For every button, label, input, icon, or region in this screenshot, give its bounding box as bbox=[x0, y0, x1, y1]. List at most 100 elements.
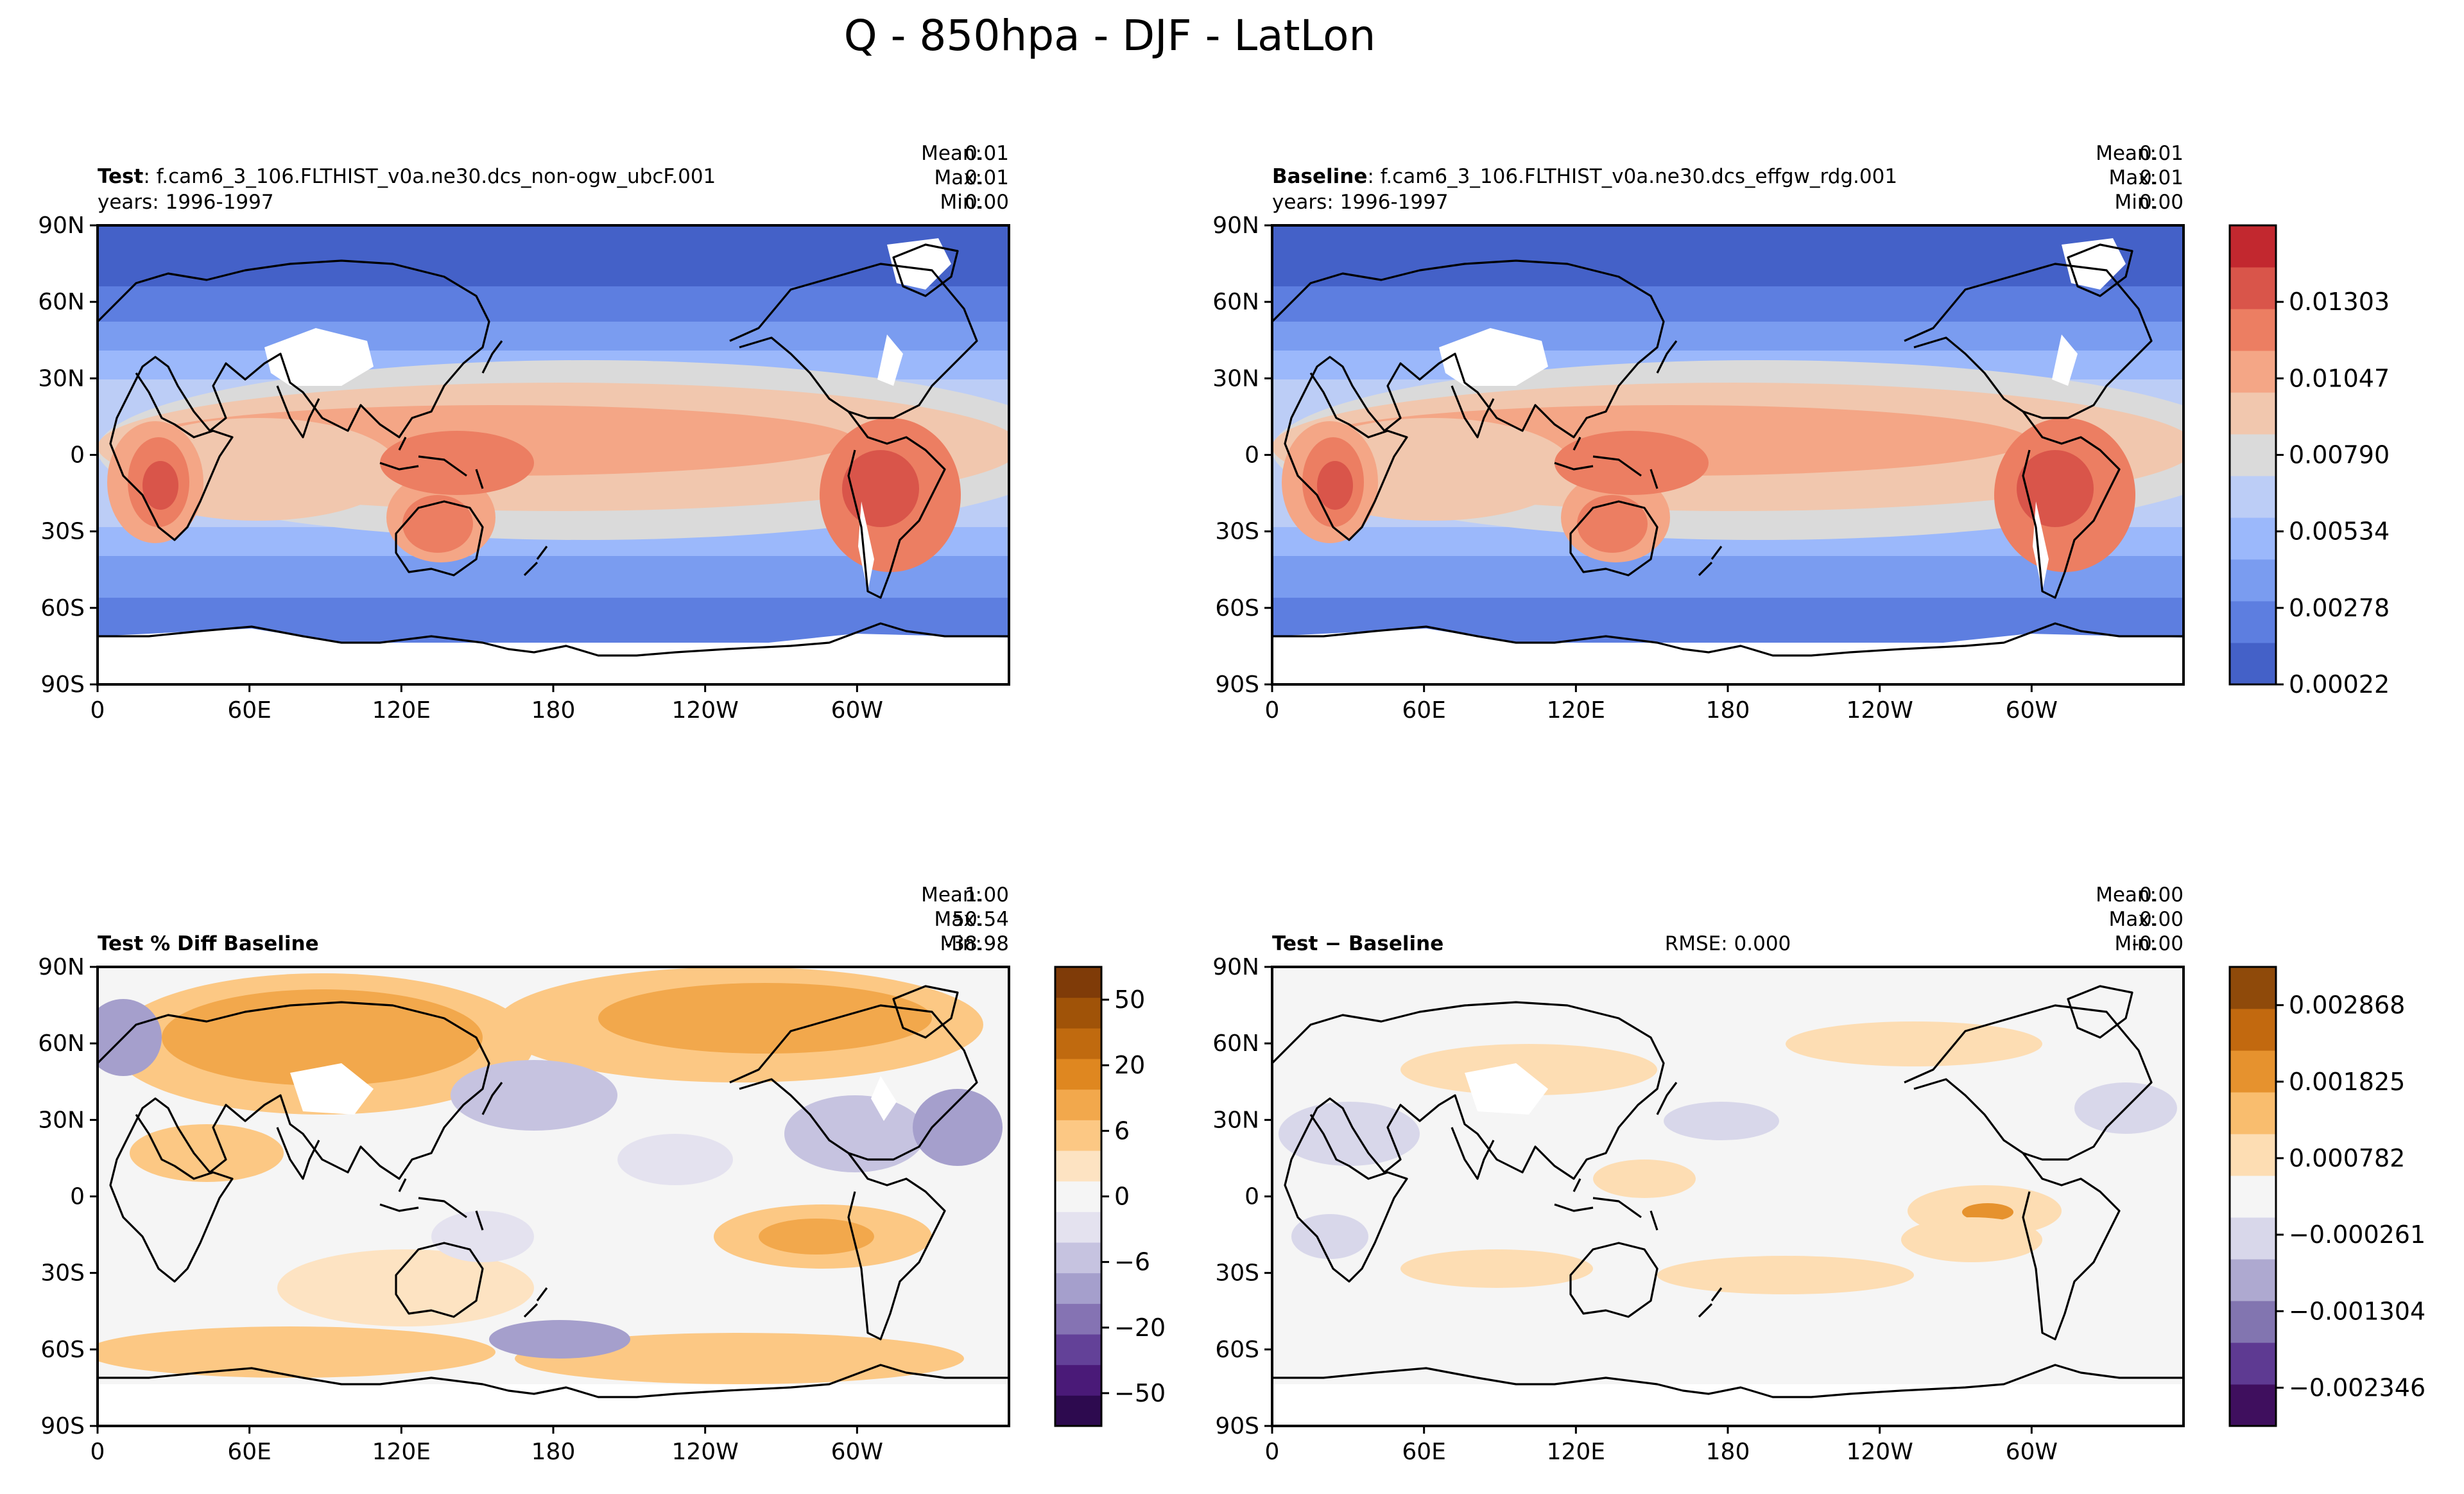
colorbar-tick-label: 0.01303 bbox=[2289, 288, 2390, 316]
lat-tick-label: 30S bbox=[40, 519, 85, 545]
panel-test: Test: f.cam6_3_106.FLTHIST_v0a.ne30.dcs_… bbox=[96, 142, 1010, 686]
lon-tick-label: 120W bbox=[672, 697, 739, 724]
colorbar-segment bbox=[1055, 1059, 1101, 1090]
colorbar-tick-label: −0.000261 bbox=[2289, 1220, 2425, 1249]
heatmap-test bbox=[98, 225, 1009, 684]
lat-tick-label: 0 bbox=[70, 1184, 85, 1210]
colorbar-segment bbox=[2230, 643, 2276, 685]
colorbar-segment bbox=[2230, 267, 2276, 309]
stat-value: 0.00 bbox=[2139, 191, 2184, 214]
stat-value: 0.00 bbox=[965, 191, 1009, 214]
colorbar-segment bbox=[2230, 1134, 2276, 1176]
colorbar-segment bbox=[2230, 1050, 2276, 1093]
colorbar-segment bbox=[1055, 1089, 1101, 1120]
colorbar-segment bbox=[1055, 967, 1101, 998]
lat-tick-label: 30N bbox=[38, 365, 85, 392]
colorbar-tick-label: 0.000782 bbox=[2289, 1144, 2405, 1172]
lon-tick-label: 180 bbox=[531, 697, 576, 724]
lat-tick-label: 90S bbox=[1215, 1413, 1259, 1439]
colorbar-segment bbox=[2230, 1217, 2276, 1260]
colorbar-tick-label: 0.00278 bbox=[2289, 594, 2390, 622]
stat-label: Max: bbox=[934, 166, 982, 189]
lon-tick-label: 180 bbox=[531, 1439, 576, 1465]
colorbar-segment bbox=[1055, 1334, 1101, 1366]
colorbar-segment bbox=[2230, 434, 2276, 476]
heatmap-pct-diff bbox=[98, 967, 1009, 1426]
lat-tick-label: 60N bbox=[1212, 1030, 1259, 1057]
colorbar-segment bbox=[2230, 559, 2276, 602]
stat-label: Mean: bbox=[921, 142, 982, 165]
colorbar-q: 0.00022 0.00278 0.00534 0.00790 0.01047 0.013… bbox=[2228, 224, 2390, 699]
colorbar-pct: −50 −20 −6 0 6 20 50 bbox=[1054, 966, 1166, 1427]
colorbar-tick-label: −20 bbox=[1114, 1314, 1166, 1342]
lat-tick-label: 60S bbox=[40, 595, 85, 621]
colorbar-segment bbox=[2230, 1301, 2276, 1343]
panel-title-rest: : f.cam6_3_106.FLTHIST_v0a.ne30.dcs_effg… bbox=[1367, 165, 1897, 188]
stat-label: Mean: bbox=[921, 883, 982, 907]
colorbar-frame bbox=[2228, 966, 2277, 1427]
panel-pct-diff: Test % Diff Baseline Mean: 1.00 Max: 50.… bbox=[96, 883, 1010, 1427]
lat-tick-label: 60S bbox=[1215, 595, 1259, 621]
colorbar-tick-label: −0.002346 bbox=[2289, 1373, 2425, 1402]
colorbar-tick-label: 0.01047 bbox=[2289, 364, 2390, 392]
lat-tick-label: 0 bbox=[70, 442, 85, 469]
lat-tick-label: 0 bbox=[1245, 1184, 1259, 1210]
colorbar-segment bbox=[2230, 309, 2276, 351]
lat-tick-label: 30N bbox=[1212, 1107, 1259, 1133]
lon-tick-label: 60E bbox=[227, 697, 271, 724]
stat-label: Min: bbox=[2115, 932, 2157, 955]
lat-tick-label: 30S bbox=[1215, 519, 1259, 545]
lon-tick-label: 120E bbox=[1547, 697, 1605, 724]
colorbar-segment bbox=[2230, 601, 2276, 643]
colorbar-segment bbox=[2230, 392, 2276, 435]
stat-label: Max: bbox=[2108, 166, 2157, 189]
lat-tick-label: 60S bbox=[1215, 1337, 1259, 1363]
panel-diff: Test − Baseline RMSE: 0.000 Mean: 0.00 M… bbox=[1271, 883, 2185, 1427]
stat-value: 1.00 bbox=[965, 883, 1009, 907]
panel-stats: Mean: 0.00 Max: 0.00 Min: -0.00 bbox=[2096, 883, 2184, 955]
lon-tick-label: 60E bbox=[227, 1439, 271, 1465]
stat-label: Min: bbox=[2115, 191, 2157, 214]
colorbar-segment bbox=[1055, 1364, 1101, 1396]
lat-tick-label: 90N bbox=[1212, 954, 1259, 980]
colorbar-segment bbox=[2230, 517, 2276, 560]
stat-value: -0.00 bbox=[2132, 932, 2184, 955]
colorbar-tick-label: 0.002868 bbox=[2289, 991, 2405, 1020]
colorbar-segment bbox=[2230, 1259, 2276, 1301]
stat-value: 0.01 bbox=[2139, 142, 2184, 165]
heatmap-diff bbox=[1272, 967, 2184, 1426]
lat-tick-label: 90S bbox=[40, 1413, 85, 1439]
colorbar-tick-label: 0.00790 bbox=[2289, 441, 2390, 469]
lat-tick-label: 60S bbox=[40, 1337, 85, 1363]
colorbar-segment bbox=[1055, 1212, 1101, 1243]
lon-tick-label: 0 bbox=[1265, 697, 1280, 724]
lat-tick-label: 0 bbox=[1245, 442, 1259, 469]
lon-tick-label: 120E bbox=[372, 1439, 431, 1465]
stat-value: -38.98 bbox=[945, 932, 1009, 955]
lat-tick-label: 30S bbox=[1215, 1260, 1259, 1287]
panel-years: years: 1996-1997 bbox=[98, 191, 274, 214]
axis-ticks: 90N 60N 30N 0 30S 60S 90S 0 60E 120E 180 120W 60W 90N… bbox=[38, 213, 2058, 1465]
colorbar-segment bbox=[1055, 1242, 1101, 1274]
stat-value: 50.54 bbox=[952, 908, 1009, 931]
stat-value: 0.00 bbox=[2139, 883, 2184, 907]
lat-tick-label: 90N bbox=[38, 213, 85, 239]
figure-title: Q - 850hpa - DJF - LatLon bbox=[844, 11, 1376, 60]
panel-title-bold: Test % Diff Baseline bbox=[98, 932, 319, 955]
panel-stats: Mean: 0.01 Max: 0.01 Min: 0.00 bbox=[2096, 142, 2184, 214]
colorbar-segment bbox=[2230, 351, 2276, 393]
lon-tick-label: 60W bbox=[2006, 697, 2058, 724]
lon-tick-label: 60W bbox=[831, 1439, 883, 1465]
panel-title-bold: Baseline bbox=[1272, 165, 1367, 188]
stat-value: 0.01 bbox=[965, 142, 1009, 165]
colorbar-segment bbox=[2230, 1342, 2276, 1385]
stat-value: 0.01 bbox=[965, 166, 1009, 189]
colorbar-absdiff: −0.002346 −0.001304 −0.000261 0.000782 0.001… bbox=[2228, 966, 2425, 1427]
colorbar-segment bbox=[1055, 1181, 1101, 1212]
svg-text:Test: f.cam6_3_106.FLTHIST_v0a: Test: f.cam6_3_106.FLTHIST_v0a.ne30.dcs_… bbox=[98, 165, 716, 188]
colorbar-segment bbox=[2230, 476, 2276, 518]
panel-baseline: Baseline: f.cam6_3_106.FLTHIST_v0a.ne30.… bbox=[1271, 142, 2185, 686]
colorbar-tick-label: 0.00534 bbox=[2289, 517, 2390, 546]
colorbar-segment bbox=[1055, 1273, 1101, 1304]
